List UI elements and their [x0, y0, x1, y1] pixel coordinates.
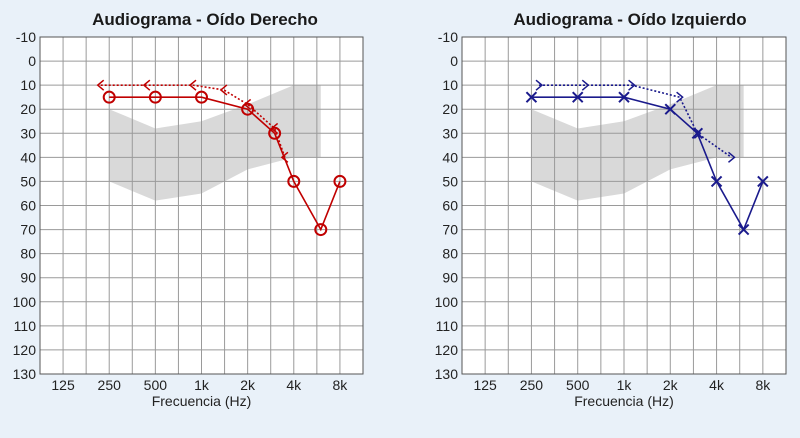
data-point-bracket — [676, 91, 684, 103]
y-tick-label: -10 — [16, 29, 36, 45]
data-point-bracket — [280, 151, 289, 163]
data-point-cross — [757, 175, 769, 188]
y-tick-label: 130 — [435, 366, 459, 382]
chart-title: Audiograma - Oído Derecho — [92, 10, 318, 29]
x-tick-label: 500 — [144, 377, 168, 393]
x-tick-label: 1k — [617, 377, 633, 393]
series-0 — [102, 90, 347, 237]
y-tick-label: 130 — [13, 366, 37, 382]
speech-banana-area — [109, 85, 321, 201]
y-tick-label: 40 — [442, 149, 458, 165]
speech-banana-area — [531, 85, 744, 201]
y-tick-label: 20 — [20, 101, 36, 117]
series-1 — [96, 79, 289, 163]
y-tick-label: -10 — [438, 29, 458, 45]
y-tick-label: 90 — [442, 270, 458, 286]
data-point-cross — [664, 103, 676, 115]
y-tick-label: 30 — [20, 125, 36, 141]
series-line — [109, 96, 341, 232]
data-point-circle — [241, 102, 255, 116]
data-point-bracket — [243, 98, 252, 110]
data-point-cross — [710, 175, 723, 188]
y-tick-label: 60 — [20, 198, 36, 214]
audiogram-chart-1: Audiograma - Oído Izquierdo -10 0 10 20 30 40 5… — [435, 10, 787, 409]
data-point-circle — [268, 126, 282, 140]
y-tick-label: 70 — [20, 222, 36, 238]
y-tick-label: 120 — [435, 342, 459, 358]
y-tick-label: 60 — [442, 198, 458, 214]
data-point-circle — [314, 223, 328, 237]
x-tick-label: 4k — [709, 377, 725, 393]
y-tick-label: 50 — [442, 173, 458, 189]
y-tick-label: 100 — [13, 294, 37, 310]
y-tick-label: 50 — [20, 173, 36, 189]
y-tick-label: 80 — [442, 246, 458, 262]
y-tick-label: 10 — [20, 77, 36, 93]
plot-frame — [39, 36, 364, 375]
data-point-bracket — [581, 79, 590, 91]
x-tick-label: 4k — [286, 377, 302, 393]
y-tick-label: 10 — [442, 77, 458, 93]
x-tick-label: 500 — [566, 377, 590, 393]
grid — [39, 36, 364, 375]
y-tick-label: 110 — [14, 318, 37, 334]
data-point-bracket — [693, 127, 702, 139]
data-point-bracket — [270, 122, 279, 135]
x-tick-label: 8k — [333, 377, 349, 393]
x-axis-label: Frecuencia (Hz) — [574, 393, 674, 409]
data-point-bracket — [535, 79, 544, 91]
x-tick-label: 125 — [473, 377, 497, 393]
data-point-bracket — [96, 79, 105, 91]
data-point-bracket — [727, 151, 736, 163]
y-tick-label: 40 — [20, 149, 36, 165]
data-point-bracket — [142, 79, 151, 91]
data-point-circle — [102, 90, 116, 104]
x-axis-label: Frecuencia (Hz) — [152, 393, 252, 409]
chart-title: Audiograma - Oído Izquierdo — [513, 10, 746, 29]
y-tick-label: 120 — [13, 342, 37, 358]
data-point-bracket — [628, 79, 636, 91]
data-point-circle — [195, 90, 208, 104]
series-1 — [535, 79, 736, 163]
data-point-cross — [618, 91, 630, 103]
data-point-circle — [148, 90, 162, 104]
y-tick-label: 110 — [436, 318, 459, 334]
y-tick-label: 30 — [442, 125, 458, 141]
audiogram-chart-0: Audiograma - Oído Derecho -10 0 10 20 30 40 50 6… — [13, 10, 364, 409]
y-tick-label: 0 — [450, 53, 458, 69]
data-point-circle — [287, 174, 301, 188]
data-point-cross — [572, 91, 584, 103]
y-tick-label: 100 — [435, 294, 459, 310]
plot-frame — [461, 36, 787, 375]
data-point-cross — [525, 91, 538, 103]
x-tick-label: 250 — [520, 377, 544, 393]
y-tick-label: 20 — [442, 101, 458, 117]
series-line — [531, 96, 764, 232]
data-point-bracket — [219, 84, 228, 96]
x-tick-label: 1k — [194, 377, 210, 393]
x-tick-label: 250 — [98, 377, 122, 393]
x-tick-label: 2k — [240, 377, 256, 393]
data-point-cross — [691, 127, 704, 139]
x-tick-label: 8k — [755, 377, 771, 393]
series-line — [538, 84, 732, 159]
series-0 — [525, 91, 769, 236]
data-point-cross — [737, 223, 750, 236]
x-tick-label: 2k — [663, 377, 679, 393]
data-point-bracket — [188, 79, 197, 91]
y-tick-label: 80 — [20, 246, 36, 262]
y-tick-label: 70 — [442, 222, 458, 238]
x-tick-label: 125 — [51, 377, 75, 393]
y-tick-label: 90 — [20, 270, 36, 286]
y-tick-label: 0 — [28, 53, 36, 69]
data-point-circle — [333, 174, 347, 188]
